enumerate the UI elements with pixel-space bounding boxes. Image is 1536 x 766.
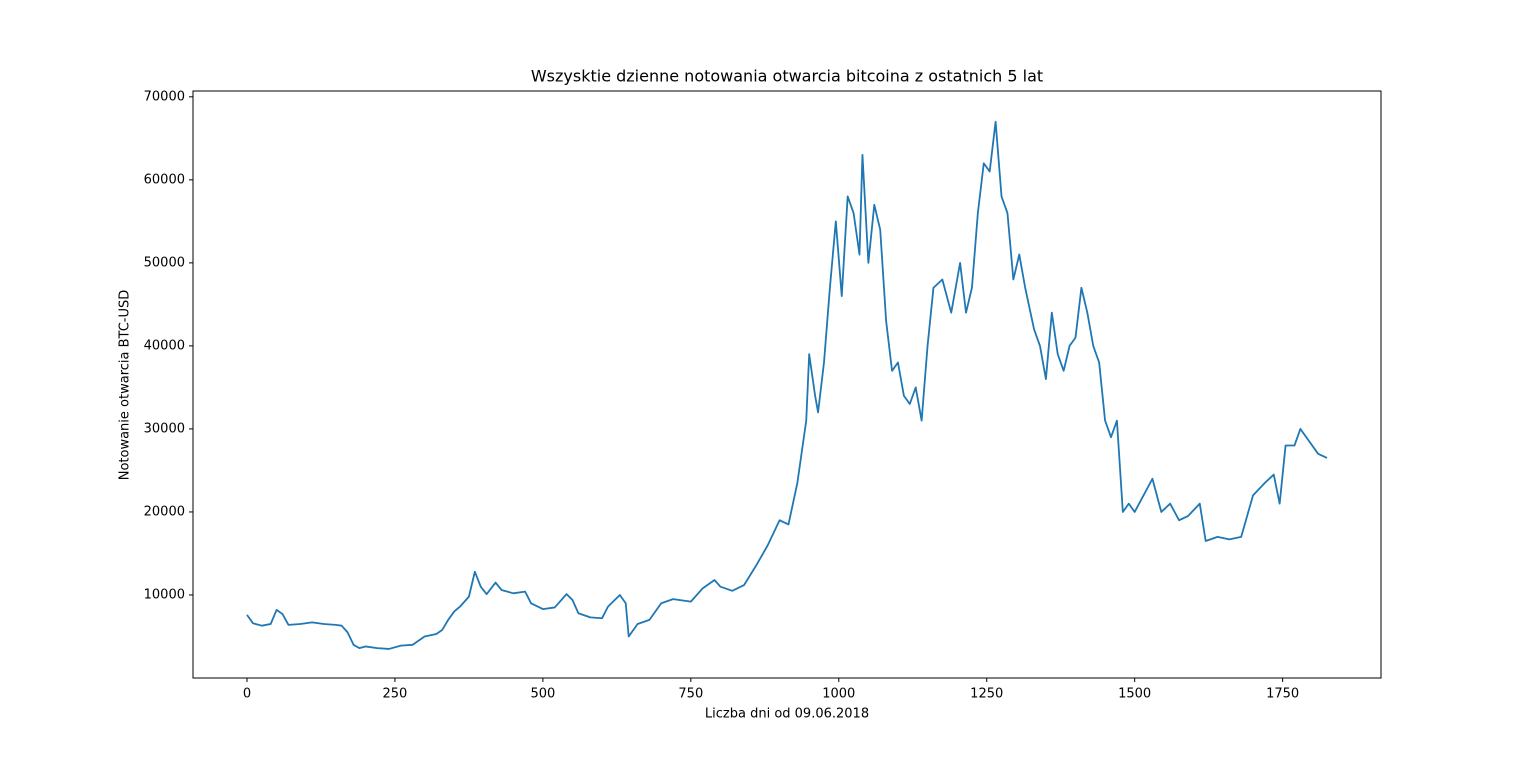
y-tick-label: 50000 <box>144 255 185 270</box>
x-tick-label: 1750 <box>1266 687 1299 702</box>
chart-title: Wszysktie dzienne notowania otwarcia bit… <box>531 67 1043 86</box>
price-line <box>246 120 1328 650</box>
y-tick-label: 20000 <box>144 504 185 519</box>
y-tick-label: 60000 <box>144 172 185 187</box>
x-tick-label: 0 <box>243 687 251 702</box>
y-tick-label: 30000 <box>144 421 185 436</box>
x-axis-label: Liczba dni od 09.06.2018 <box>705 707 869 722</box>
x-tick-label: 750 <box>678 687 703 702</box>
x-tick-label: 1500 <box>1118 687 1151 702</box>
y-tick-label: 70000 <box>144 89 185 104</box>
y-tick-label: 40000 <box>144 338 185 353</box>
x-tick-label: 250 <box>383 687 408 702</box>
y-axis-label: Notowanie otwarcia BTC-USD <box>118 290 133 481</box>
y-tick-label: 10000 <box>144 587 185 602</box>
x-tick-label: 1250 <box>970 687 1003 702</box>
plot-frame <box>192 90 1382 679</box>
x-tick-label: 500 <box>530 687 555 702</box>
x-tick-label: 1000 <box>822 687 855 702</box>
